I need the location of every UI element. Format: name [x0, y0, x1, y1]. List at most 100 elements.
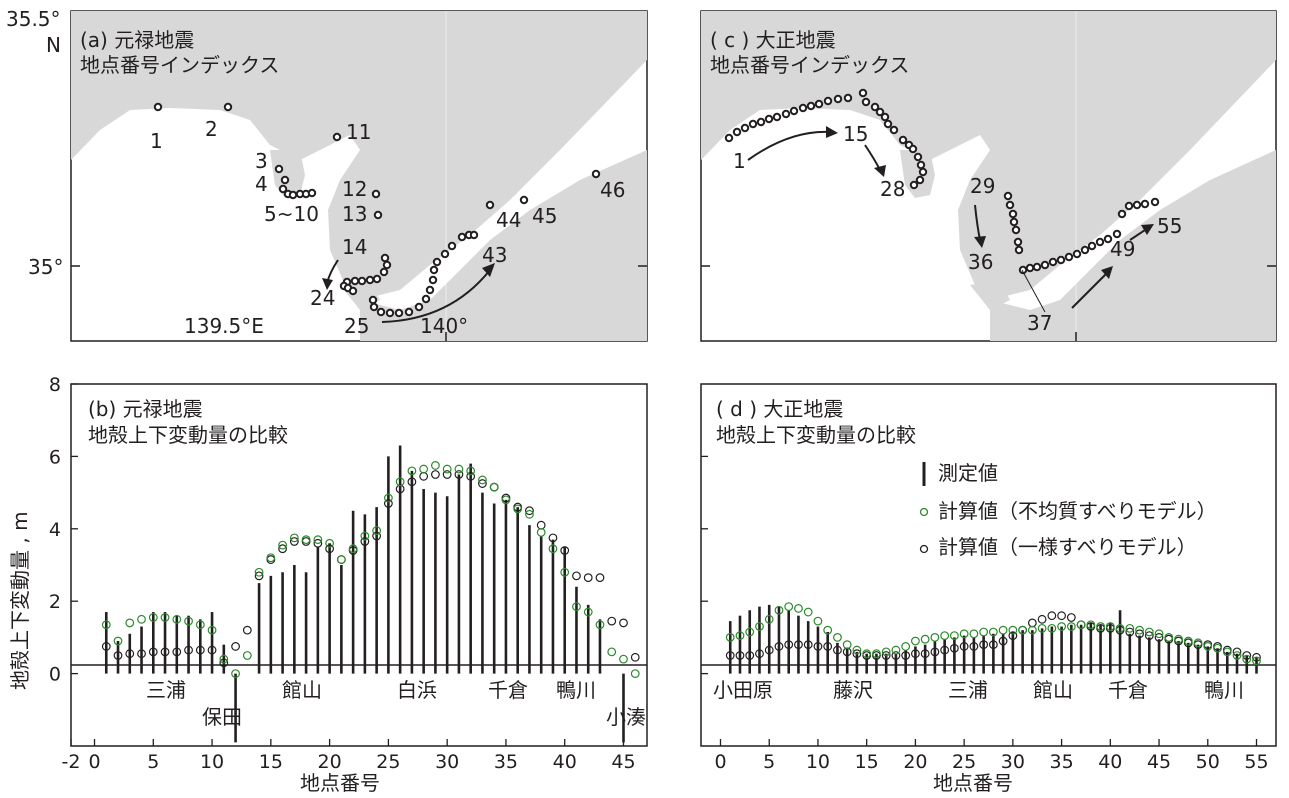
point-heterogeneous: [833, 633, 842, 642]
point-heterogeneous: [852, 645, 862, 655]
point-uniform: [852, 649, 862, 659]
map-c-title: ( c ) 大正地震: [710, 28, 836, 52]
map-a-label-43: 43: [482, 243, 507, 267]
point-uniform: [407, 477, 417, 487]
map-a-station-markers: [153, 102, 601, 318]
station-marker: [369, 302, 379, 312]
station-marker: [485, 200, 495, 210]
chart-b-frame: [70, 383, 648, 747]
map-a-arrowhead: [482, 263, 495, 277]
station-marker: [732, 127, 742, 137]
chart-b-area-miura: 三浦: [146, 678, 186, 702]
station-marker: [1072, 249, 1082, 259]
x-tick-label: 15: [259, 751, 283, 773]
point-heterogeneous: [1252, 656, 1261, 666]
chart-d-area-kamogawa: 鴨川: [1204, 678, 1244, 702]
point-heterogeneous: [219, 654, 229, 664]
station-marker: [833, 94, 843, 104]
station-marker: [1080, 245, 1090, 255]
map-c-label-37: 37: [1027, 311, 1052, 335]
point-heterogeneous: [607, 647, 617, 657]
station-marker: [457, 232, 467, 242]
point-heterogeneous: [395, 477, 405, 487]
station-marker: [1064, 252, 1074, 262]
station-marker: [394, 308, 404, 318]
point-uniform: [1066, 613, 1076, 622]
map-a-label-2: 2: [205, 117, 218, 141]
station-marker: [789, 106, 799, 116]
point-heterogeneous: [207, 625, 217, 635]
point-heterogeneous: [1105, 622, 1115, 631]
station-marker: [764, 114, 774, 124]
point-heterogeneous: [489, 482, 499, 492]
station-marker: [429, 265, 439, 275]
point-uniform: [930, 647, 940, 657]
point-heterogeneous: [803, 607, 813, 617]
point-heterogeneous: [595, 620, 605, 630]
point-heterogeneous: [254, 567, 264, 577]
point-heterogeneous: [725, 633, 735, 642]
station-marker: [307, 188, 317, 198]
map-a-label-11: 11: [346, 120, 371, 144]
station-marker: [432, 257, 442, 267]
station-marker: [1025, 263, 1035, 273]
point-uniform: [466, 471, 476, 481]
station-marker: [1003, 191, 1013, 201]
chart-d-frame: [700, 383, 1277, 747]
point-uniform: [313, 538, 323, 548]
station-marker: [1056, 255, 1066, 265]
point-heterogeneous: [1242, 654, 1252, 664]
point-heterogeneous: [313, 535, 323, 545]
x-tick-label: 25: [376, 751, 400, 773]
map-c-leader-37: [1021, 269, 1046, 313]
station-marker: [357, 276, 367, 286]
x-tick-label: 35: [1049, 751, 1073, 773]
point-heterogeneous: [137, 614, 146, 624]
point-heterogeneous: [940, 631, 950, 640]
point-heterogeneous: [823, 625, 833, 635]
point-heterogeneous: [101, 620, 111, 630]
point-heterogeneous: [301, 535, 311, 545]
point-heterogeneous: [572, 602, 581, 612]
point-uniform: [113, 651, 123, 660]
point-uniform: [595, 573, 605, 583]
station-marker: [469, 230, 479, 240]
station-marker: [913, 152, 923, 162]
station-marker: [898, 135, 908, 145]
point-heterogeneous: [442, 464, 452, 474]
point-uniform: [242, 625, 252, 635]
map-a-arrow-25-43: [381, 269, 491, 323]
station-marker: [1013, 237, 1023, 247]
map-a-label-25: 25: [344, 314, 369, 338]
station-marker: [756, 117, 766, 127]
chart-d-area-chikura: 千倉: [1108, 678, 1148, 702]
station-marker: [382, 260, 392, 270]
point-heterogeneous: [1213, 643, 1222, 653]
station-marker: [1112, 229, 1122, 239]
point-uniform: [360, 537, 370, 546]
legend-label-uniform: 計算値（一様すべりモデル）: [938, 535, 1197, 559]
station-marker: [350, 276, 360, 286]
point-heterogeneous: [1037, 623, 1047, 633]
station-marker: [428, 275, 438, 285]
point-heterogeneous: [1086, 620, 1096, 630]
point-uniform: [794, 640, 803, 650]
point-uniform: [969, 642, 979, 651]
point-heterogeneous: [184, 616, 193, 626]
map-a-label-5-10: 5~10: [264, 202, 319, 226]
station-marker: [798, 103, 808, 113]
point-uniform: [195, 645, 205, 655]
point-heterogeneous: [266, 553, 276, 563]
station-marker: [908, 144, 918, 154]
map-c-arrowhead: [1141, 224, 1154, 235]
x-tick-label: 5: [763, 751, 775, 773]
chart-d: 0 5 10 15 20 25 30 35 40 45 50 55 ( d ) 大正地震 地殻上下変動…: [700, 383, 1277, 795]
station-marker: [421, 294, 431, 304]
point-uniform: [560, 546, 570, 555]
station-marker: [372, 274, 382, 284]
y-tick-label: 6: [49, 446, 61, 468]
map-c-arrowhead: [826, 126, 838, 138]
point-heterogeneous: [466, 466, 476, 476]
point-heterogeneous: [881, 647, 891, 657]
station-marker: [348, 286, 358, 296]
